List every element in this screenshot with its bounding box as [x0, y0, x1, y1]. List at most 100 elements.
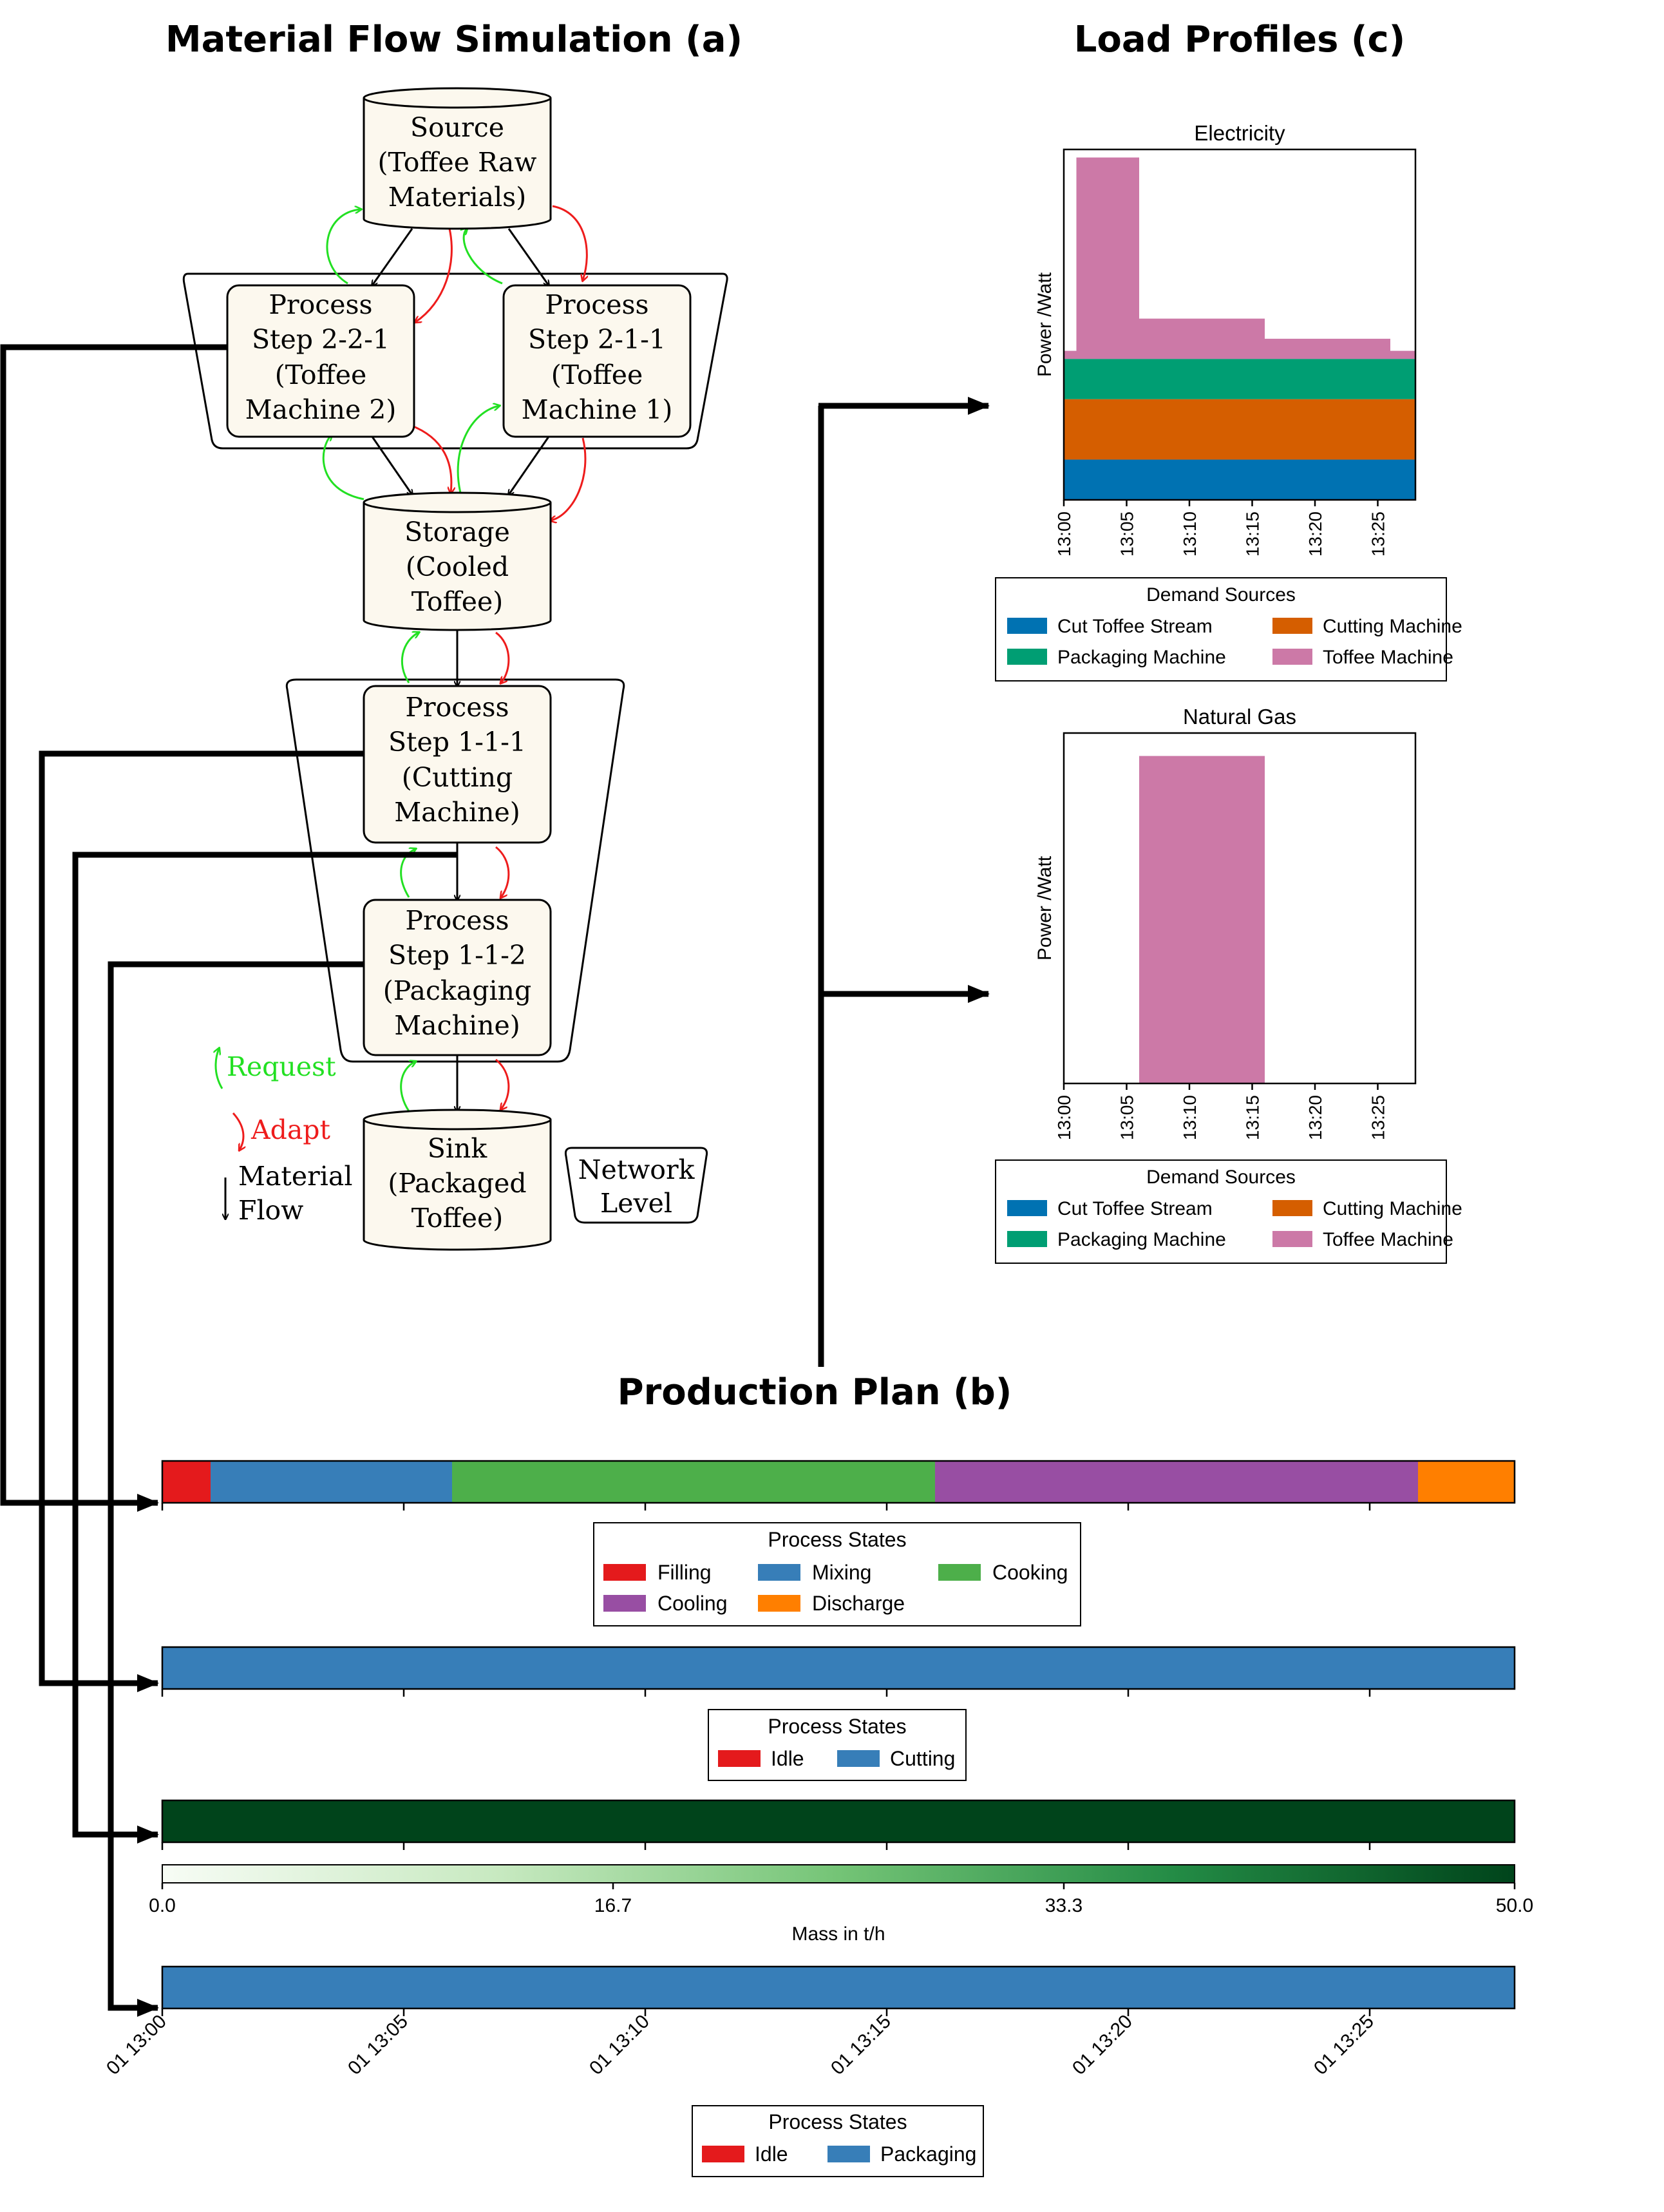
- storage-line-3: Toffee): [411, 586, 504, 617]
- adapt-211-storage: [551, 437, 587, 520]
- legend-swatch-cutting: [837, 1750, 880, 1767]
- legend-swatch-packaging-machine: [1007, 649, 1047, 665]
- legend-label-idle: Idle: [771, 1747, 804, 1770]
- packaging-states-legend-title: Process States: [768, 2110, 907, 2133]
- material-flow-legend-line-1: Material: [238, 1161, 352, 1192]
- colorbar-tick-label: 33.3: [1045, 1895, 1083, 1916]
- material-flow-legend-line-2: Flow: [238, 1195, 303, 1226]
- legend-swatch-filling: [603, 1564, 646, 1581]
- request-211-source: [464, 229, 503, 285]
- toffee-states-legend-box: [593, 1522, 1081, 1626]
- legend-swatch-idle: [718, 1750, 761, 1767]
- step112-line-3: (Packaging: [383, 975, 531, 1006]
- x-tick-label: 13:10: [1180, 1095, 1200, 1140]
- adapt-112-sink: [495, 1058, 510, 1109]
- step112-line-1: Process: [405, 905, 509, 936]
- load-profiles-title: Load Profiles (c): [1074, 19, 1406, 61]
- storage-line-1: Storage: [404, 517, 510, 548]
- plot-frame: [1063, 732, 1417, 1085]
- step112-line-2: Step 1-1-2: [388, 940, 526, 971]
- sink-line-3: Toffee): [411, 1203, 504, 1234]
- step211-line-4: Machine 1): [522, 394, 673, 425]
- gantt-frame-row3: [161, 1965, 1516, 2010]
- storage-line-2: (Cooled: [406, 551, 509, 582]
- legend-swatch-toffee-machine: [1272, 1231, 1312, 1247]
- source-line-3: Materials): [388, 182, 526, 213]
- gantt-segment-cutting-row1: [162, 1647, 1515, 1689]
- legend-swatch-packaging-machine: [1007, 1231, 1047, 1247]
- request-111-storage: [401, 633, 419, 683]
- plan-x-tick-label: 01 13:25: [1310, 2011, 1378, 2079]
- load-area-toffee-machine-0: [1139, 756, 1265, 1083]
- cutting-states-legend-box: [708, 1709, 967, 1781]
- legend-label-cooking: Cooking: [992, 1561, 1068, 1584]
- network-level-line-1: Network: [578, 1154, 695, 1185]
- legend-label-discharge: Discharge: [812, 1592, 905, 1615]
- natural-gas-legend: Demand Sources Cut Toffee Stream Cutting M…: [995, 1159, 1462, 1264]
- gantt-segment-mixing-row0: [211, 1461, 452, 1503]
- flow-source-to-211: [507, 228, 549, 285]
- legend-label-toffee-machine: Toffee Machine: [1323, 647, 1453, 668]
- toffee-states-legend-title: Process States: [768, 1528, 906, 1551]
- flow-211-to-storage: [509, 436, 550, 495]
- adapt-legend-icon: [232, 1112, 243, 1150]
- node-step-1-1-1: Process Step 1-1-1 (Cutting Machine): [363, 685, 552, 844]
- load-area-toffee-machine-2: [1139, 318, 1265, 359]
- adapt-source-221: [415, 228, 453, 322]
- legend-swatch-cooling: [603, 1595, 646, 1612]
- x-tick-label: 13:15: [1243, 511, 1263, 557]
- colorbar-tick-label: 16.7: [594, 1895, 632, 1916]
- load-area-cutting-machine-0: [1064, 399, 1415, 460]
- step221-line-4: Machine 2): [245, 394, 397, 425]
- colorbar-tick-label: 0.0: [149, 1895, 176, 1916]
- request-221-source: [326, 209, 361, 285]
- adapt-legend-label: Adapt: [251, 1114, 331, 1145]
- x-tick-label: 13:20: [1305, 511, 1325, 557]
- step111-line-1: Process: [405, 692, 509, 723]
- adapt-111-112: [495, 846, 510, 897]
- node-step-2-1-1: Process Step 2-1-1 (Toffee Machine 1): [502, 284, 692, 438]
- legend-swatch-cut-toffee-stream: [1007, 1200, 1047, 1216]
- legend-swatch-cutting-machine: [1272, 1200, 1312, 1216]
- material-flow-diagram: Source (Toffee Raw Materials) Process St…: [182, 87, 728, 1251]
- legend-swatch-cutting-machine: [1272, 618, 1312, 634]
- plan-x-tick-label: 01 13:15: [827, 2011, 895, 2079]
- plan-x-tick-label: 01 13:00: [102, 2011, 171, 2079]
- chart-title: Natural Gas: [1183, 705, 1296, 729]
- production-plan-title: Production Plan (b): [618, 1371, 1012, 1413]
- adapt-221-storage: [410, 424, 451, 493]
- x-tick-label: 13:25: [1368, 511, 1388, 557]
- legend-label-packaging-machine: Packaging Machine: [1057, 1229, 1226, 1250]
- legend-swatch-packaging: [827, 2146, 870, 2162]
- gantt-frame-row0: [161, 1460, 1516, 1504]
- load-area-toffee-machine-0: [1064, 350, 1077, 359]
- chart-title: Electricity: [1194, 121, 1285, 145]
- legend-label-mixing: Mixing: [812, 1561, 871, 1584]
- legend-swatch-cut-toffee-stream: [1007, 618, 1047, 634]
- legend-box: [995, 1159, 1447, 1264]
- load-area-toffee-machine-4: [1390, 350, 1415, 359]
- production-plan: 01 13:00 01 13:05 01 13:10 01 13:15 01 13:20…: [102, 1460, 1533, 2177]
- plan-x-tick-label: 01 13:20: [1068, 2011, 1137, 2079]
- connector-lines: [0, 344, 990, 2017]
- legend-label-idle: Idle: [755, 2142, 788, 2166]
- plan-x-tick-label: 01 13:05: [344, 2011, 412, 2079]
- legend-label-cutting: Cutting: [890, 1747, 955, 1770]
- legend-swatch-mixing: [758, 1564, 800, 1581]
- legend-label-packaging-machine: Packaging Machine: [1057, 647, 1226, 668]
- connector-step221-to-plan: [0, 344, 227, 1512]
- y-axis-label: Power /Watt: [1034, 855, 1055, 960]
- legend-label-cooling: Cooling: [657, 1592, 728, 1615]
- network-level-upper: [182, 272, 728, 450]
- step211-line-1: Process: [545, 289, 648, 320]
- legend-label-cut-toffee-stream: Cut Toffee Stream: [1057, 616, 1213, 637]
- legend-label-packaging: Packaging: [880, 2142, 976, 2166]
- step111-line-4: Machine): [394, 797, 520, 828]
- adapt-storage-111: [495, 631, 510, 683]
- step221-line-1: Process: [269, 289, 372, 320]
- step211-line-3: (Toffee: [551, 359, 643, 390]
- network-level-legend: Network Level: [564, 1147, 708, 1224]
- load-area-packaging-machine-0: [1064, 359, 1415, 399]
- plan-x-tick-label: 01 13:10: [585, 2011, 654, 2079]
